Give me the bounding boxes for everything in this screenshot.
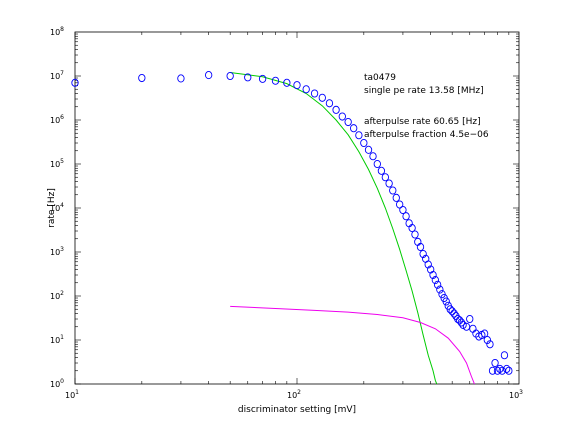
data-point-marker xyxy=(325,99,334,108)
plot-area xyxy=(74,31,520,385)
data-point-marker xyxy=(258,74,267,83)
data-point-marker xyxy=(381,173,389,182)
data-point-marker xyxy=(419,249,427,259)
data-point-marker xyxy=(416,242,425,252)
data-point-marker xyxy=(433,280,442,289)
data-point-marker xyxy=(355,131,363,140)
y-tick-label: 104 xyxy=(50,202,64,213)
annotation-afterpulse-rate: afterpulse rate 60.65 [Hz] xyxy=(364,117,481,127)
fit-curve xyxy=(230,72,438,384)
axis-ticks xyxy=(74,32,519,385)
data-point-marker xyxy=(226,71,234,81)
data-point-marker xyxy=(488,366,497,375)
data-point-marker xyxy=(377,166,386,175)
data-point-marker xyxy=(271,76,280,85)
data-point-marker xyxy=(369,152,377,161)
y-tick-label: 102 xyxy=(50,290,64,301)
data-point-marker xyxy=(283,78,291,87)
x-tick-label: 101 xyxy=(65,389,79,400)
data-point-marker xyxy=(448,307,456,316)
data-point-marker xyxy=(491,358,499,368)
annotation-device-id: ta0479 xyxy=(364,73,396,83)
x-axis-label: discriminator setting [mV] xyxy=(238,405,356,415)
data-point-marker xyxy=(436,285,444,294)
data-point-marker xyxy=(431,276,440,285)
y-tick-label: 105 xyxy=(50,158,64,169)
data-point-marker xyxy=(486,340,494,349)
y-tick-label: 108 xyxy=(50,26,64,37)
data-point-marker xyxy=(373,159,381,169)
x-tick-label: 103 xyxy=(509,389,523,400)
annotation-block: ta0479 single pe rate 13.58 [MHz] afterp… xyxy=(364,73,489,140)
data-point-marker xyxy=(483,335,491,345)
data-point-marker xyxy=(360,138,368,148)
data-point-marker xyxy=(493,366,502,375)
data-point-marker xyxy=(302,85,310,94)
data-point-marker xyxy=(466,314,474,324)
data-point-marker xyxy=(429,270,437,280)
data-point-marker xyxy=(442,297,450,306)
fit-curves xyxy=(230,72,475,384)
data-point-marker xyxy=(450,309,458,318)
annotation-afterpulse-fraction: afterpulse fraction 4.5e−06 xyxy=(364,130,489,140)
data-point-marker xyxy=(332,105,340,114)
data-point-marker xyxy=(411,230,419,239)
y-tick-label: 106 xyxy=(50,114,64,125)
data-point-marker xyxy=(71,78,79,87)
data-point-marker xyxy=(350,124,358,133)
y-axis-label: rate [Hz] xyxy=(47,188,57,228)
fit-curve xyxy=(230,305,475,384)
data-markers xyxy=(71,71,513,375)
data-point-marker xyxy=(385,179,393,188)
data-point-marker xyxy=(424,260,432,269)
data-point-marker xyxy=(344,117,352,127)
x-tick-label: 102 xyxy=(287,389,301,400)
y-tick-label: 103 xyxy=(50,246,64,257)
data-point-marker xyxy=(399,205,407,215)
annotation-single-pe-rate: single pe rate 13.58 [MHz] xyxy=(364,86,484,96)
data-point-marker xyxy=(138,73,146,83)
y-tick-label: 107 xyxy=(50,70,64,81)
y-tick-label: 101 xyxy=(50,334,64,345)
data-point-marker xyxy=(389,186,397,195)
y-tick-label: 100 xyxy=(50,378,64,389)
data-point-marker xyxy=(310,89,319,98)
data-point-marker xyxy=(205,71,213,80)
data-point-marker xyxy=(457,318,466,327)
data-point-marker xyxy=(446,305,454,314)
data-point-marker xyxy=(503,364,511,373)
data-point-marker xyxy=(293,81,301,90)
data-point-marker xyxy=(364,145,373,154)
data-point-marker xyxy=(318,93,326,102)
data-point-marker xyxy=(392,193,400,202)
data-point-marker xyxy=(244,73,252,82)
data-point-marker xyxy=(505,366,513,375)
data-point-marker xyxy=(177,74,185,83)
data-point-marker xyxy=(338,112,346,121)
data-point-marker xyxy=(402,212,410,221)
data-point-marker xyxy=(500,351,509,360)
